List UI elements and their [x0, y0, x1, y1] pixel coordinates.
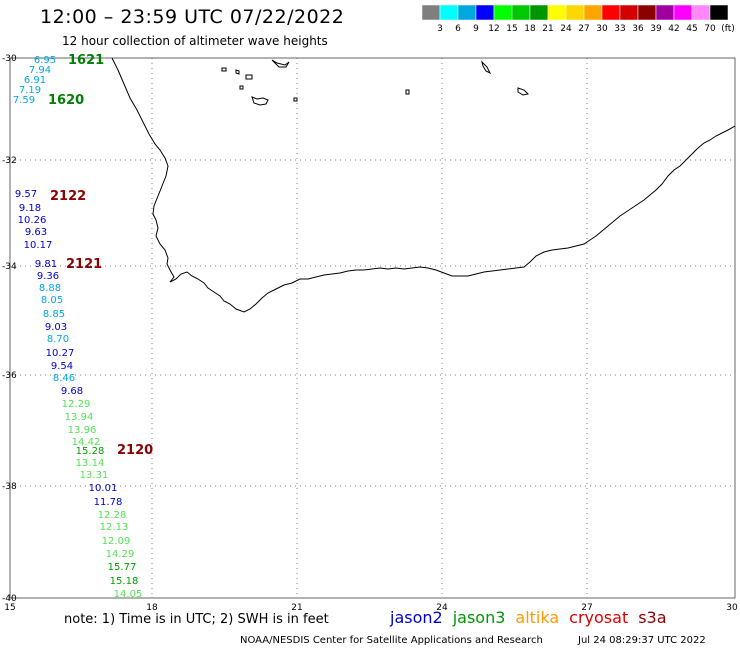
lon-tick-label: 15	[4, 603, 15, 610]
colorbar-label: 33	[614, 24, 625, 34]
pass-labels: 1621 1620 2122 2121 2120	[48, 53, 153, 458]
swh-observation: 8.85	[43, 309, 65, 320]
swh-observation: 12.13	[100, 522, 129, 533]
footer-note: note: 1) Time is in UTC; 2) SWH is in fe…	[64, 612, 329, 627]
colorbar-label: 45	[686, 24, 697, 34]
swh-observation: 14.29	[106, 549, 135, 560]
swh-observation: 8.46	[53, 373, 75, 384]
generated-timestamp: Jul 24 08:29:37 UTC 2022	[578, 635, 706, 646]
pass-id-label: 1620	[48, 93, 84, 108]
swh-observation: 9.54	[51, 361, 73, 372]
wave-height-colorbar	[422, 5, 728, 21]
swh-observation: 8.05	[41, 295, 63, 306]
swh-observation: 9.63	[25, 227, 47, 238]
colorbar-labels: 3 6 9 12 15 18 21 24 27 30 33 36 39 42 45 70 (ft)	[437, 24, 735, 34]
lat-tick-label: -38	[2, 482, 17, 492]
colorbar-label: 9	[473, 24, 479, 34]
swh-observation: 9.36	[37, 271, 59, 282]
pass-id-label: 2120	[117, 443, 153, 458]
swh-observation: 15.28	[76, 446, 105, 457]
legend-jason2: jason2	[390, 608, 443, 627]
map-subtitle: 12 hour collection of altimeter wave hei…	[62, 34, 328, 48]
legend-s3a: s3a	[638, 608, 667, 627]
colorbar-label: 12	[488, 24, 499, 34]
swh-observation: 15.18	[110, 576, 139, 587]
swh-observation: 13.14	[76, 458, 105, 469]
lon-tick-label: 21	[291, 603, 302, 610]
legend-altika: altika	[515, 608, 560, 627]
swh-observation: 10.26	[18, 215, 47, 226]
colorbar-label: 24	[560, 24, 572, 34]
map-title: 12:00 – 23:59 UTC 07/22/2022	[40, 6, 345, 28]
map-canvas: -30 -32 -34 -36 -38 -40 15 18 21 24 27 30 6.957.94…	[2, 53, 738, 610]
swh-observation: 6.95	[34, 55, 56, 66]
swh-observation: 13.94	[65, 412, 94, 423]
swh-observation: 10.17	[24, 240, 53, 251]
swh-observation: 9.68	[61, 386, 83, 397]
swh-observation: 14.42	[72, 437, 101, 448]
swh-observation: 8.88	[39, 283, 61, 294]
islands	[221, 59, 530, 106]
swh-observation: 10.27	[46, 348, 75, 359]
swh-observation: 14.05	[114, 589, 143, 600]
swh-observation: 6.91	[24, 75, 46, 86]
lat-tick-label: -40	[2, 594, 17, 604]
swh-observation: 8.70	[47, 334, 69, 345]
colorbar-label: 6	[455, 24, 461, 34]
swh-observation: 9.57	[15, 189, 37, 200]
colorbar-label: 42	[668, 24, 679, 34]
colorbar-label: 70	[704, 24, 716, 34]
lon-tick-label: 24	[436, 603, 448, 610]
lon-tick-label: 18	[146, 603, 158, 610]
colorbar-label: 39	[650, 24, 662, 34]
pass-id-label: 1621	[68, 53, 104, 68]
swh-observation: 7.19	[19, 85, 41, 96]
colorbar-label: 27	[578, 24, 589, 34]
lon-axis: 15 18 21 24 27 30	[4, 603, 738, 610]
graticule	[10, 58, 735, 598]
colorbar-label: 18	[524, 24, 536, 34]
legend-jason3: jason3	[452, 608, 506, 627]
credit-line: NOAA/NESDIS Center for Satellite Applica…	[240, 635, 543, 646]
swh-observation: 9.18	[19, 203, 41, 214]
lat-tick-label: -32	[2, 156, 17, 166]
colorbar-label: 15	[506, 24, 517, 34]
lon-tick-label: 27	[581, 603, 592, 610]
swh-observation: 12.28	[98, 510, 127, 521]
satellite-legend: jason2 jason3 altika cryosat s3a	[390, 608, 677, 627]
swh-observation: 12.09	[102, 536, 131, 547]
lat-tick-label: -34	[2, 262, 17, 272]
legend-cryosat: cryosat	[569, 608, 629, 627]
swh-observation: 11.78	[94, 497, 123, 508]
coastline	[111, 57, 736, 313]
lat-tick-label: -30	[2, 54, 17, 64]
colorbar-label: 30	[596, 24, 608, 34]
lon-tick-label: 30	[726, 603, 738, 610]
swh-observation: 9.81	[35, 259, 57, 270]
colorbar-label: (ft)	[721, 24, 735, 34]
swh-observation: 9.03	[45, 322, 67, 333]
swh-observation: 13.96	[68, 425, 97, 436]
swh-observation: 10.01	[89, 483, 118, 494]
swh-observation: 15.77	[108, 562, 137, 573]
lat-tick-label: -36	[2, 371, 17, 381]
colorbar-label: 3	[437, 24, 443, 34]
swh-observation: 7.59	[13, 95, 35, 106]
swh-observation: 13.31	[80, 470, 109, 481]
swh-observation: 12.29	[62, 399, 91, 410]
lat-axis: -30 -32 -34 -36 -38 -40	[2, 54, 17, 604]
pass-id-label: 2121	[66, 257, 102, 272]
pass-id-label: 2122	[50, 189, 86, 204]
map-frame	[9, 57, 736, 599]
swh-observation: 7.94	[29, 65, 51, 76]
colorbar-label: 36	[632, 24, 644, 34]
colorbar-swatch	[709, 5, 728, 21]
colorbar-label: 21	[542, 24, 553, 34]
